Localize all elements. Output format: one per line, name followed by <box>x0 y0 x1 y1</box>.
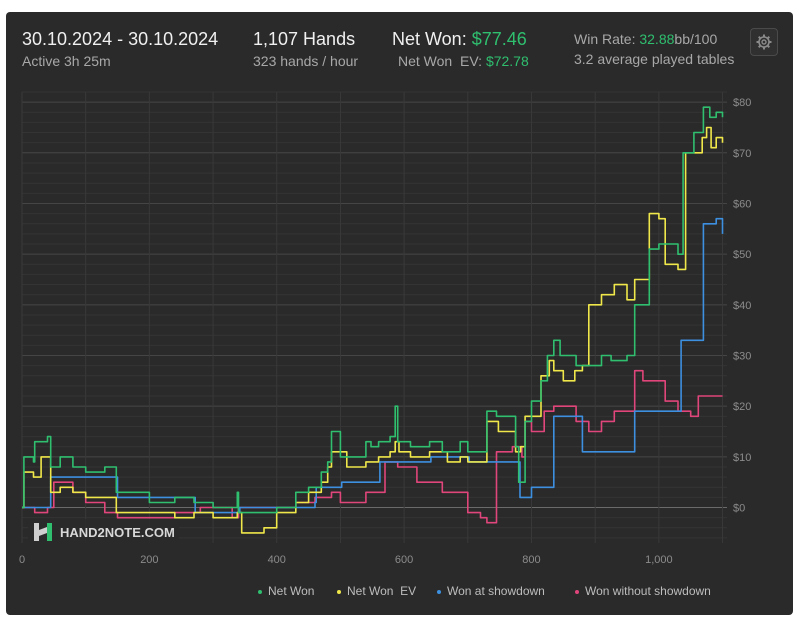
net-won-value: $77.46 <box>471 29 527 49</box>
net-won: Net Won: $77.46 <box>392 29 527 50</box>
hands-per-hour: 323 hands / hour <box>253 53 359 69</box>
win-rate-label: Win Rate: <box>574 31 636 47</box>
x-tick-label: 200 <box>140 554 158 566</box>
legend-net-won-ev[interactable]: Net Won EV <box>337 584 416 598</box>
y-tick-label: $20 <box>733 401 751 413</box>
hand2note-logo: HAND2NOTE.COM <box>28 519 179 545</box>
net-won-label: Net Won: <box>392 29 467 49</box>
active-time: Active 3h 25m <box>22 53 111 69</box>
hands-count: 1,107 Hands <box>253 29 356 49</box>
series-line-net-won <box>22 106 724 514</box>
y-tick-label: $10 <box>733 452 751 464</box>
win-rate-unit: bb/100 <box>674 31 718 47</box>
y-tick-label: $50 <box>733 249 751 261</box>
win-rate: Win Rate: 32.88bb/100 <box>574 31 717 47</box>
avg-tables: 3.2 average played tables <box>574 51 735 67</box>
net-won-ev: Net Won EV: $72.78 <box>398 53 529 69</box>
legend-won-showdown[interactable]: Won at showdown <box>437 584 545 598</box>
net-won-ev-value: $72.78 <box>485 53 529 69</box>
legend-label-won-showdown: Won at showdown <box>447 584 545 598</box>
logo-text: HAND2NOTE.COM <box>60 524 175 540</box>
x-tick-label: 0 <box>19 554 25 566</box>
legend-dot-net-won-ev <box>337 589 341 594</box>
win-rate-value: 32.88 <box>639 31 675 47</box>
series-line-net-won-ev <box>22 126 724 534</box>
legend-won-without-showdown[interactable]: Won without showdown <box>575 584 711 598</box>
y-tick-label: $60 <box>733 198 751 210</box>
legend-label-net-won: Net Won <box>268 584 315 598</box>
hand2note-logo-icon <box>34 523 52 541</box>
x-tick-label: 600 <box>395 554 413 566</box>
x-tick-label: 1,000 <box>645 554 673 566</box>
legend-label-won-without-showdown: Won without showdown <box>585 584 711 598</box>
series-line-won-without-showdown <box>22 369 723 524</box>
legend-label-net-won-ev: Net Won EV <box>347 584 417 598</box>
x-tick-label: 800 <box>522 554 540 566</box>
legend-dot-won-showdown <box>437 589 441 594</box>
y-tick-label: $80 <box>733 97 751 109</box>
y-tick-label: $70 <box>733 148 751 160</box>
y-tick-label: $30 <box>733 351 751 363</box>
gear-icon <box>756 34 772 50</box>
legend-dot-net-won <box>258 589 262 594</box>
settings-button[interactable] <box>750 28 778 56</box>
y-tick-label: $40 <box>733 300 751 312</box>
net-won-ev-label: Net Won EV: <box>398 53 483 69</box>
date-range: 30.10.2024 - 30.10.2024 <box>22 29 219 49</box>
legend-net-won[interactable]: Net Won <box>258 584 314 598</box>
y-tick-label: $0 <box>733 503 745 515</box>
x-tick-label: 400 <box>268 554 286 566</box>
legend-dot-won-without-showdown <box>575 589 579 594</box>
